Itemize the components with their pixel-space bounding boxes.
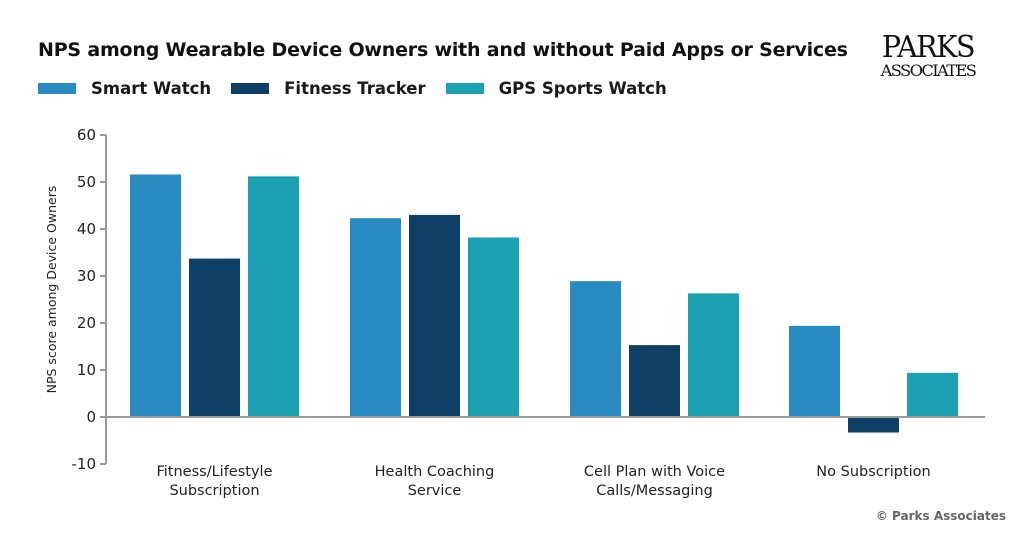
y-tick-label: 60	[77, 126, 96, 144]
logo-text-bottom: ASSOCIATES	[880, 61, 977, 80]
legend: Smart Watch Fitness Tracker GPS Sports W…	[38, 79, 687, 98]
logo-text-top: PARKS	[881, 30, 976, 65]
y-tick-label: -10	[72, 455, 97, 473]
legend-item-fitness-tracker: Fitness Tracker	[231, 79, 426, 98]
y-axis-title: NPS score among Device Owners	[44, 186, 59, 394]
x-category-label: Health Coaching Service	[375, 464, 495, 499]
bar-fitness-tracker	[189, 258, 240, 417]
chart-title: NPS among Wearable Device Owners with an…	[38, 39, 848, 61]
legend-label-smart-watch: Smart Watch	[91, 79, 212, 98]
x-category-label: Fitness/Lifestyle Subscription	[156, 464, 272, 499]
bar-gps-sports-watch	[248, 176, 299, 417]
bar-fitness-tracker	[848, 417, 899, 433]
bar-gps-sports-watch	[907, 372, 958, 417]
y-axis: 60 50 40 30 20 10 0 -10	[72, 126, 107, 473]
y-tick-label: 20	[77, 314, 96, 332]
parks-associates-logo: PARKS ASSOCIATES	[866, 33, 990, 79]
x-category-label: Cell Plan with Voice Calls/Messaging	[584, 464, 725, 499]
y-tick-label: 0	[86, 408, 96, 426]
y-tick-label: 10	[77, 361, 96, 379]
bar-gps-sports-watch	[688, 293, 739, 417]
y-tick-label: 40	[77, 220, 96, 238]
legend-label-gps-sports-watch: GPS Sports Watch	[498, 79, 667, 98]
legend-swatch-gps-sports-watch	[445, 83, 484, 94]
legend-swatch-smart-watch	[38, 83, 76, 94]
copyright-notice: © Parks Associates	[875, 509, 1006, 523]
bar-fitness-tracker	[629, 345, 680, 417]
y-tick-label: 50	[77, 173, 96, 191]
bar-gps-sports-watch	[468, 237, 519, 417]
bar-fitness-tracker	[409, 214, 460, 417]
legend-swatch-fitness-tracker	[231, 83, 270, 94]
legend-item-gps-sports-watch: GPS Sports Watch	[445, 79, 667, 98]
legend-item-smart-watch: Smart Watch	[38, 79, 211, 98]
x-category-label: No Subscription	[816, 464, 930, 480]
bar-smart-watch	[789, 325, 840, 417]
y-tick-label: 30	[77, 267, 96, 285]
bar-smart-watch	[570, 281, 621, 417]
bars	[130, 174, 958, 433]
legend-label-fitness-tracker: Fitness Tracker	[284, 79, 426, 98]
x-axis: Fitness/Lifestyle Subscription Health Coac…	[106, 416, 985, 499]
bar-smart-watch	[130, 174, 181, 417]
bar-smart-watch	[350, 218, 401, 417]
